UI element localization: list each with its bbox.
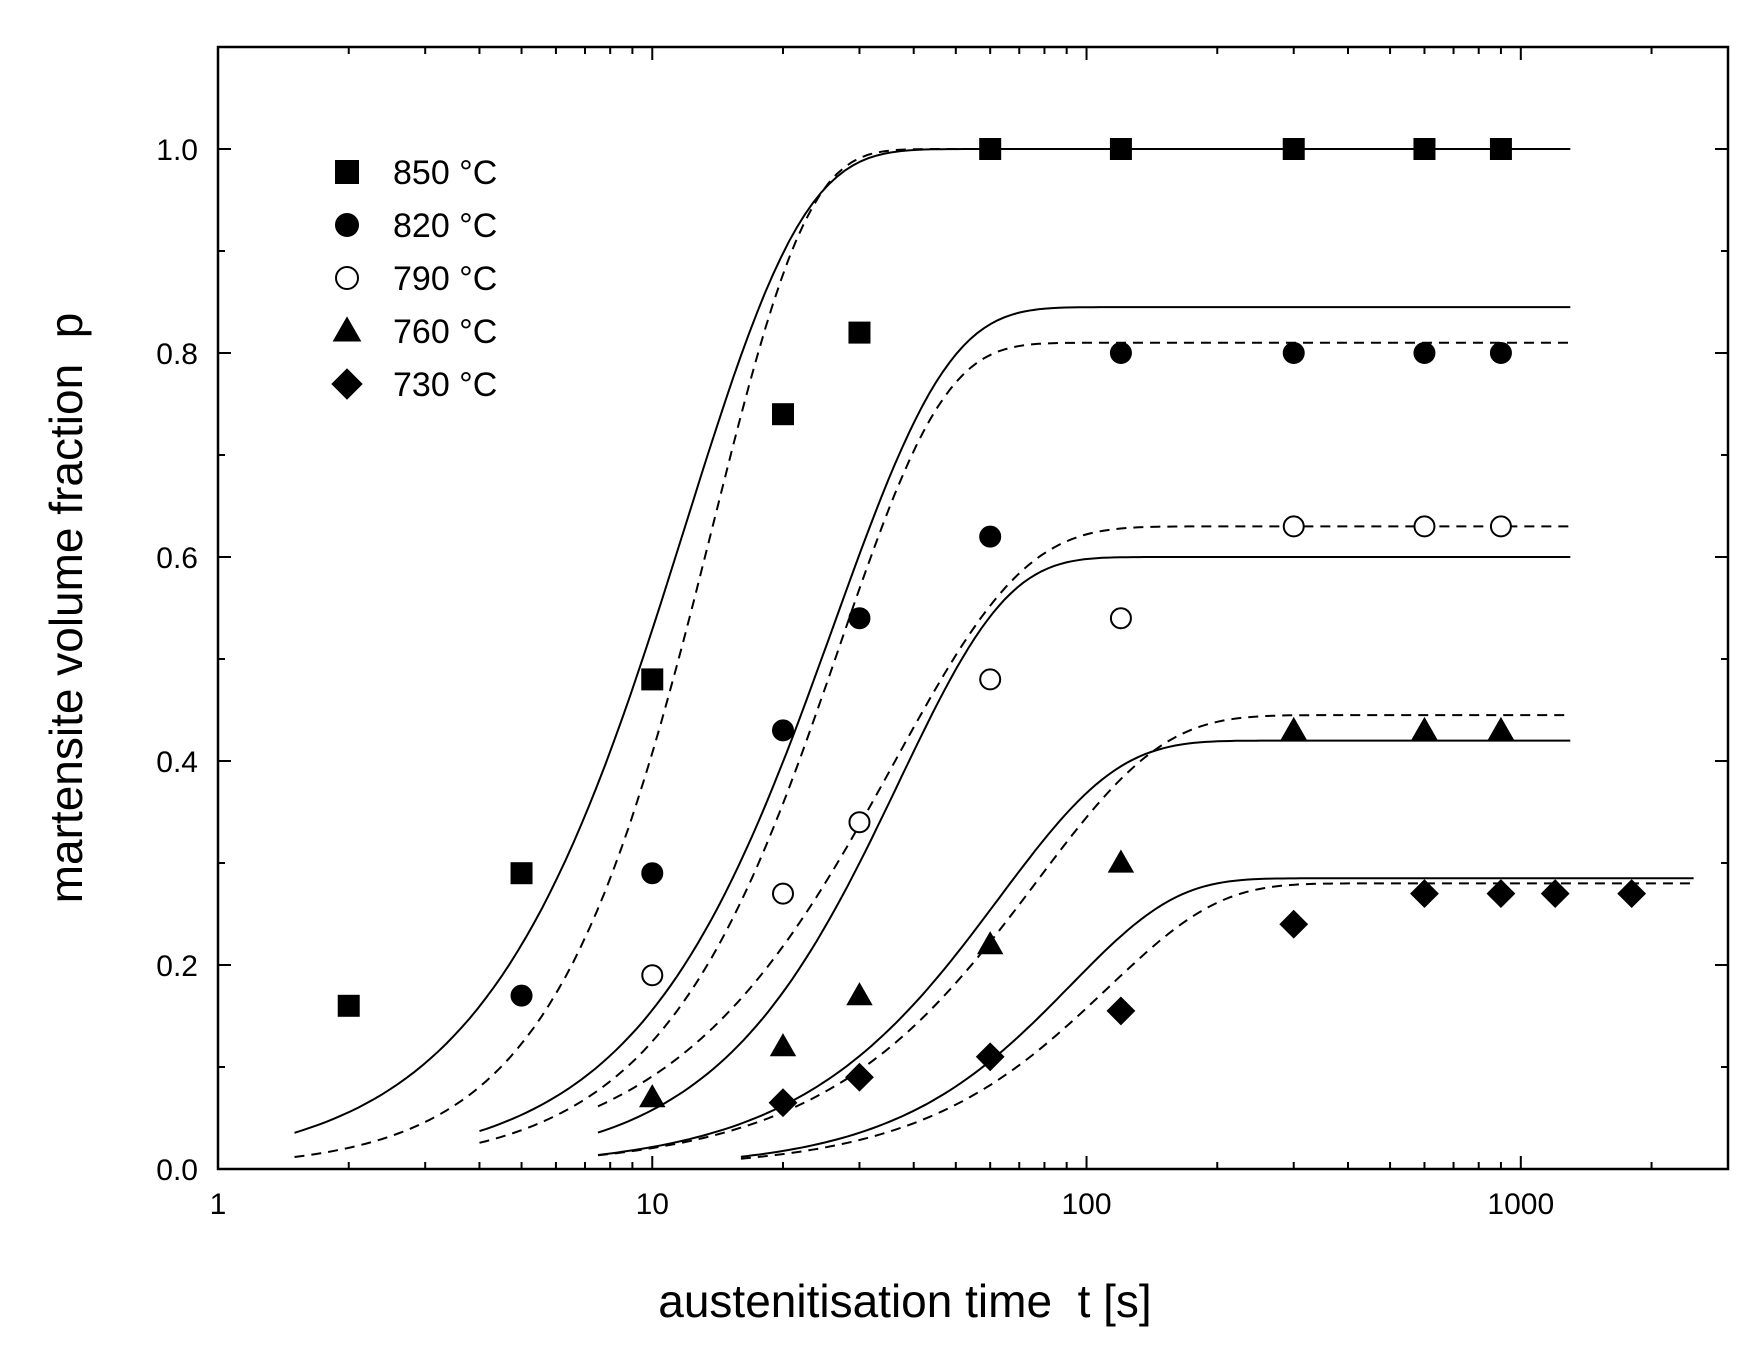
data-point-square	[1489, 138, 1512, 160]
data-point-circle	[1489, 515, 1512, 538]
data-point-square	[337, 994, 360, 1017]
legend-label: 790 °C	[393, 260, 497, 298]
y-tick-label: 0.8	[156, 338, 198, 371]
data-point-triangle	[846, 982, 873, 1006]
data-point-circle	[641, 862, 664, 885]
dashed-fit-curve	[294, 148, 1571, 1158]
x-tick-label: 1	[210, 1188, 227, 1221]
axis-tick-labels: 1 10 100 1000 0.0 0.2 0.4 0.6 0.8 1.0	[156, 134, 1554, 1221]
data-point-circle	[1282, 515, 1305, 538]
legend-marker	[331, 368, 363, 400]
data-point-square	[1413, 138, 1436, 160]
data-point-triangle	[976, 931, 1004, 955]
data-point-diamond	[1540, 879, 1570, 909]
legend-marker	[332, 316, 362, 342]
y-tick-label: 0.2	[156, 950, 198, 983]
x-tick-label: 100	[1062, 1188, 1112, 1221]
data-point-diamond	[1410, 879, 1439, 909]
dashed-fit-curve	[597, 714, 1571, 1157]
data-point-square	[1109, 138, 1132, 160]
data-point-circle	[1489, 342, 1512, 364]
legend: 850 °C 820 °C 790 °C 760 °C 730 °C	[331, 154, 497, 404]
legend-label: 730 °C	[393, 366, 497, 404]
legend-marker	[335, 266, 359, 290]
legend-marker	[335, 213, 359, 237]
y-tick-label: 0.6	[156, 542, 198, 575]
data-point-triangle	[769, 1033, 797, 1057]
data-point-triangle	[1487, 716, 1515, 741]
data-point-triangle	[1107, 849, 1135, 873]
legend-label: 850 °C	[393, 154, 497, 192]
data-point-circle	[848, 811, 871, 834]
y-tick-label: 1.0	[156, 134, 198, 167]
dashed-fit-curve	[740, 882, 1694, 1160]
data-point-square	[979, 138, 1002, 160]
data-point-square	[848, 321, 871, 344]
fit-curves	[294, 148, 1694, 1160]
data-point-circle	[979, 525, 1002, 548]
y-axis-title: martensite volume fraction p	[40, 313, 92, 904]
data-point-square	[510, 862, 533, 885]
solid-fit-curve	[740, 877, 1694, 1158]
solid-fit-curve	[597, 739, 1571, 1156]
data-point-diamond	[1279, 909, 1309, 939]
plot-frame	[216, 45, 1730, 1171]
data-point-circle	[1413, 342, 1436, 364]
axis-ticks	[217, 46, 1729, 1170]
data-point-triangle	[639, 1084, 666, 1108]
data-point-square	[641, 668, 664, 691]
data-point-circle	[979, 668, 1002, 691]
data-point-circle	[771, 882, 794, 905]
legend-label: 760 °C	[393, 313, 497, 351]
data-point-circle	[641, 964, 664, 987]
solid-fit-curve	[479, 306, 1571, 1133]
data-point-circle	[1109, 607, 1132, 630]
solid-fit-curve	[597, 556, 1571, 1134]
y-tick-label: 0.0	[156, 1154, 198, 1187]
data-point-circle	[1109, 342, 1132, 364]
data-point-square	[1282, 138, 1305, 160]
data-point-circle	[1282, 342, 1305, 364]
dashed-fit-curve	[597, 525, 1571, 1108]
data-point-triangle	[1411, 716, 1438, 741]
data-point-diamond	[845, 1062, 874, 1092]
y-tick-label: 0.4	[156, 746, 198, 779]
x-axis-title: austenitisation time t [s]	[658, 1275, 1151, 1327]
data-point-diamond	[1486, 879, 1516, 909]
data-point-diamond	[1617, 879, 1647, 909]
data-point-diamond	[768, 1088, 798, 1118]
data-point-circle	[1413, 515, 1436, 538]
dashed-fit-curve	[479, 341, 1571, 1144]
data-point-triangle	[1280, 716, 1307, 741]
data-point-circle	[510, 984, 533, 1007]
data-point-circle	[771, 719, 794, 742]
legend-marker	[335, 160, 359, 184]
data-point-circle	[848, 607, 871, 630]
data-point-square	[771, 403, 794, 426]
x-tick-label: 10	[636, 1188, 669, 1221]
data-markers	[337, 138, 1647, 1118]
data-point-diamond	[1106, 996, 1136, 1026]
data-point-diamond	[975, 1042, 1005, 1072]
legend-label: 820 °C	[393, 207, 497, 245]
x-tick-label: 1000	[1487, 1188, 1554, 1221]
